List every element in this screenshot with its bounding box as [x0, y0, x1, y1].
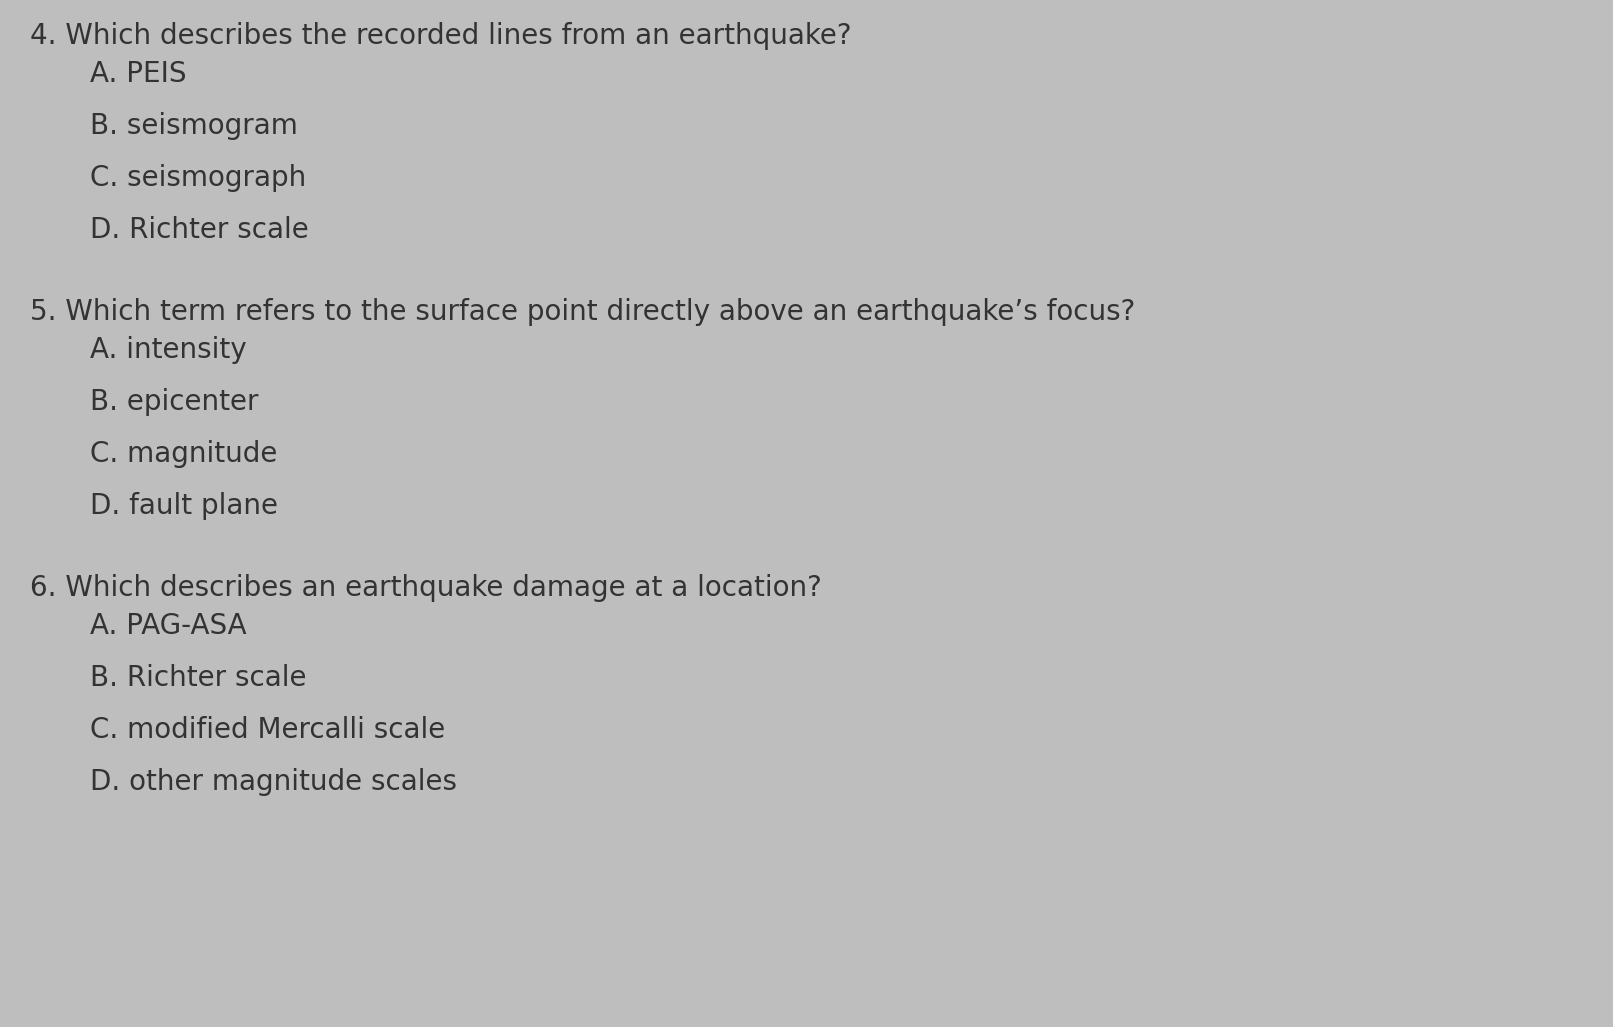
Text: C. magnitude: C. magnitude — [90, 440, 277, 468]
Text: C. modified Mercalli scale: C. modified Mercalli scale — [90, 716, 445, 744]
Text: 4. Which describes the recorded lines from an earthquake?: 4. Which describes the recorded lines fr… — [31, 22, 852, 50]
Text: A. intensity: A. intensity — [90, 336, 247, 364]
Text: 6. Which describes an earthquake damage at a location?: 6. Which describes an earthquake damage … — [31, 574, 823, 602]
Text: 5. Which term refers to the surface point directly above an earthquake’s focus?: 5. Which term refers to the surface poin… — [31, 298, 1136, 326]
Text: D. fault plane: D. fault plane — [90, 492, 277, 520]
Text: A. PEIS: A. PEIS — [90, 60, 187, 88]
Text: D. other magnitude scales: D. other magnitude scales — [90, 768, 456, 796]
Text: C. seismograph: C. seismograph — [90, 164, 306, 192]
Text: B. seismogram: B. seismogram — [90, 112, 298, 140]
Text: B. Richter scale: B. Richter scale — [90, 664, 306, 692]
Text: A. PAG-ASA: A. PAG-ASA — [90, 612, 247, 640]
Text: B. epicenter: B. epicenter — [90, 388, 258, 416]
Text: D. Richter scale: D. Richter scale — [90, 216, 308, 244]
